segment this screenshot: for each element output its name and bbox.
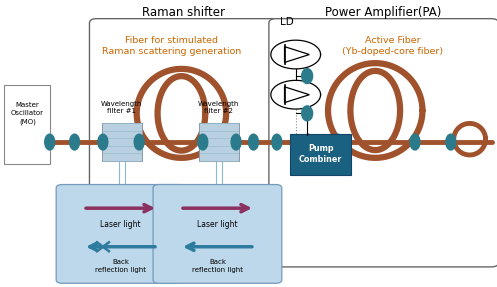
- Text: Laser light: Laser light: [197, 220, 238, 229]
- Text: LD: LD: [280, 17, 294, 26]
- FancyBboxPatch shape: [199, 123, 239, 161]
- FancyBboxPatch shape: [56, 185, 185, 283]
- Text: Pump
Combiner: Pump Combiner: [299, 144, 342, 164]
- Text: Wavelength
filter #1: Wavelength filter #1: [101, 101, 143, 115]
- Text: Power Amplifier(PA): Power Amplifier(PA): [325, 6, 441, 20]
- FancyBboxPatch shape: [269, 19, 497, 267]
- Ellipse shape: [303, 134, 313, 150]
- Ellipse shape: [70, 134, 80, 150]
- Ellipse shape: [231, 134, 241, 150]
- Text: Laser light: Laser light: [100, 220, 141, 229]
- Ellipse shape: [302, 69, 313, 84]
- FancyBboxPatch shape: [290, 134, 351, 175]
- Text: Back
reflection light: Back reflection light: [192, 259, 243, 273]
- Ellipse shape: [45, 134, 55, 150]
- Ellipse shape: [333, 134, 343, 150]
- Text: Active Fiber
(Yb-doped-core fiber): Active Fiber (Yb-doped-core fiber): [342, 36, 443, 56]
- Text: Raman shifter: Raman shifter: [142, 6, 226, 20]
- Ellipse shape: [98, 134, 108, 150]
- Ellipse shape: [446, 134, 456, 150]
- FancyBboxPatch shape: [102, 123, 142, 161]
- Text: Master
Oscillator
(MO): Master Oscillator (MO): [11, 102, 44, 125]
- Ellipse shape: [198, 134, 208, 150]
- Ellipse shape: [272, 134, 282, 150]
- FancyBboxPatch shape: [89, 19, 281, 267]
- Text: Back
reflection light: Back reflection light: [95, 259, 146, 273]
- Ellipse shape: [134, 134, 144, 150]
- FancyBboxPatch shape: [4, 85, 50, 164]
- Text: Fiber for stimulated
Raman scattering generation: Fiber for stimulated Raman scattering ge…: [102, 36, 241, 56]
- FancyBboxPatch shape: [153, 185, 282, 283]
- Ellipse shape: [302, 106, 313, 121]
- Ellipse shape: [248, 134, 258, 150]
- Text: Wavelength
filter #2: Wavelength filter #2: [198, 101, 240, 115]
- Ellipse shape: [410, 134, 420, 150]
